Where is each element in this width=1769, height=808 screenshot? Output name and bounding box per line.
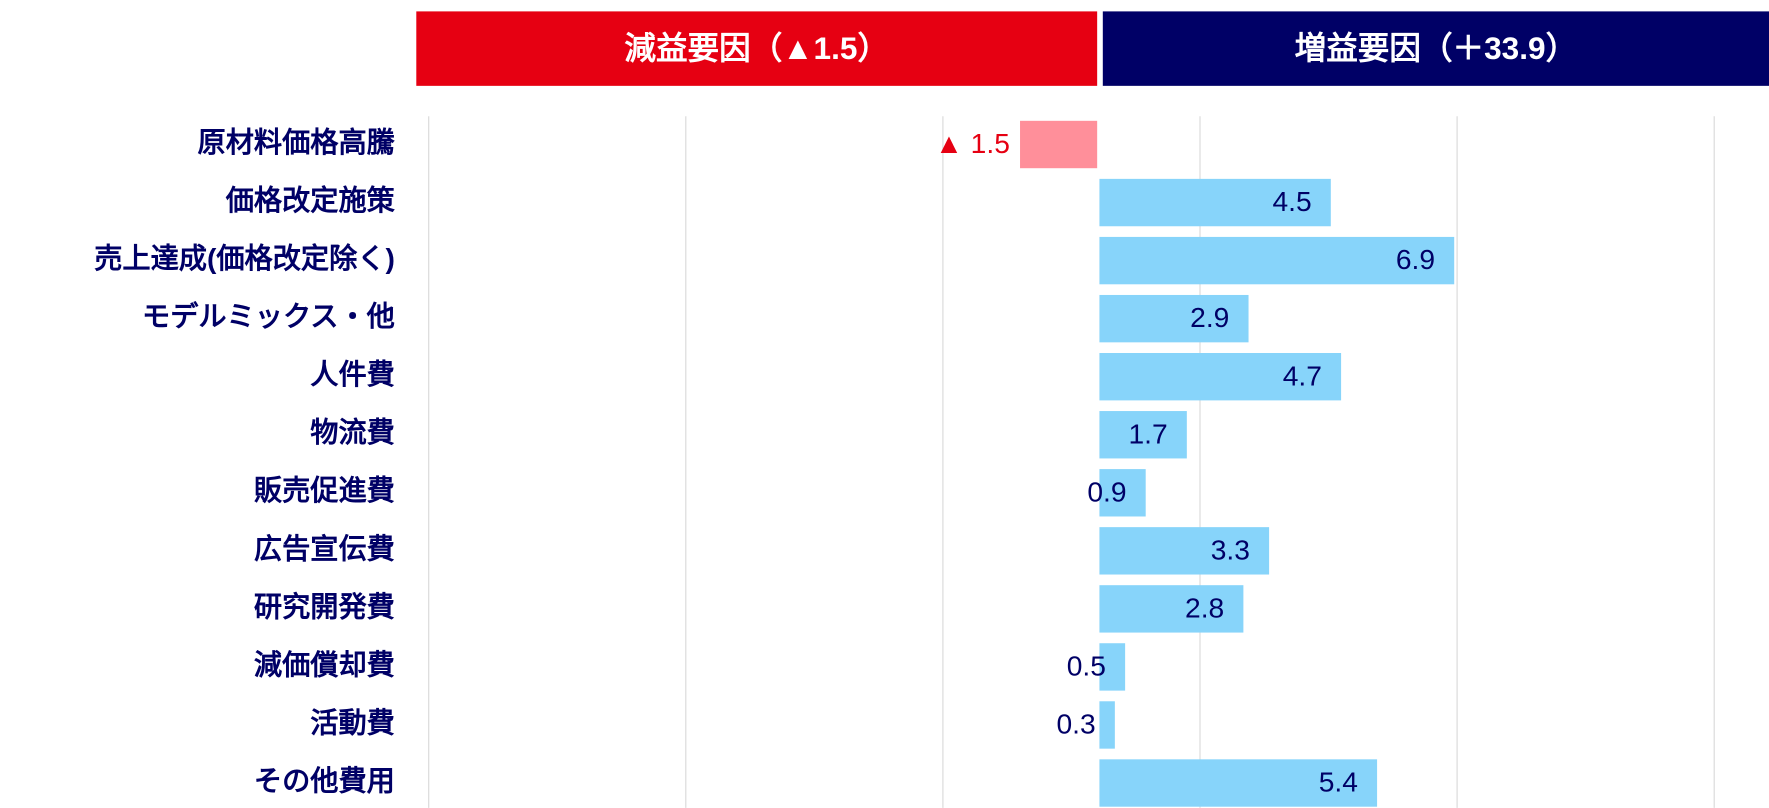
category-label: 価格改定施策 xyxy=(225,184,396,216)
bar xyxy=(1020,120,1098,169)
bar xyxy=(1099,585,1244,633)
header-box xyxy=(1102,11,1769,86)
value-label: 0.9 xyxy=(1087,475,1126,507)
category-label: モデルミックス・他 xyxy=(142,300,395,332)
value-label: 2.9 xyxy=(1190,301,1229,333)
category-label: 人件費 xyxy=(310,358,395,390)
bar xyxy=(1099,527,1270,575)
value-label: 6.9 xyxy=(1396,243,1435,275)
category-label: 原材料価格高騰 xyxy=(198,126,396,158)
value-label: ▲ 1.5 xyxy=(935,127,1010,159)
value-label: 2.8 xyxy=(1185,591,1224,623)
bar xyxy=(1099,759,1378,807)
category-label: 研究開発費 xyxy=(254,590,395,622)
value-label: 4.5 xyxy=(1272,185,1311,217)
category-label: 販売促進費 xyxy=(254,474,395,506)
category-label: 減価償却費 xyxy=(254,648,395,680)
header-text: 増益要因（＋33.9） xyxy=(1295,30,1578,66)
bar xyxy=(1099,411,1187,459)
bar xyxy=(1099,643,1126,691)
category-label: 広告宣伝費 xyxy=(254,532,395,564)
value-label: 1.7 xyxy=(1128,417,1167,449)
header-box xyxy=(416,11,1098,86)
category-label: 物流費 xyxy=(310,416,395,448)
header-text: 減益要因（▲1.5） xyxy=(624,30,889,66)
bar xyxy=(1099,469,1146,517)
bar xyxy=(1099,353,1342,401)
bar xyxy=(1099,294,1249,343)
value-label: 0.3 xyxy=(1056,708,1095,740)
bar xyxy=(1099,236,1455,285)
value-label: 3.3 xyxy=(1211,533,1250,565)
category-label: 活動費 xyxy=(310,706,395,738)
bar xyxy=(1099,178,1331,227)
bar xyxy=(1099,701,1115,749)
value-label: 4.7 xyxy=(1283,359,1322,391)
value-label: 5.4 xyxy=(1319,766,1358,798)
category-label: その他費用 xyxy=(254,764,395,796)
value-label: 0.5 xyxy=(1067,650,1106,682)
category-label: 売上達成(価格改定除く) xyxy=(94,242,395,274)
